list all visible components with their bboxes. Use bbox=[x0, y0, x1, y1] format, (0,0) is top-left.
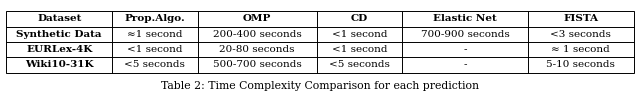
Bar bbox=[6, 11, 634, 73]
Text: <5 seconds: <5 seconds bbox=[329, 60, 390, 69]
Text: ≈1 second: ≈1 second bbox=[127, 30, 182, 39]
Text: 500-700 seconds: 500-700 seconds bbox=[212, 60, 301, 69]
Text: 5-10 seconds: 5-10 seconds bbox=[547, 60, 615, 69]
Text: <5 seconds: <5 seconds bbox=[124, 60, 185, 69]
Text: 700-900 seconds: 700-900 seconds bbox=[420, 30, 509, 39]
Text: CD: CD bbox=[351, 14, 368, 23]
Text: 200-400 seconds: 200-400 seconds bbox=[212, 30, 301, 39]
Text: Prop.Algo.: Prop.Algo. bbox=[124, 14, 185, 23]
Text: EURLex-4K: EURLex-4K bbox=[26, 45, 92, 54]
Text: ≈ 1 second: ≈ 1 second bbox=[552, 45, 610, 54]
Text: Dataset: Dataset bbox=[37, 14, 81, 23]
Text: Wiki10-31K: Wiki10-31K bbox=[25, 60, 93, 69]
Text: <1 second: <1 second bbox=[127, 45, 182, 54]
Text: 20-80 seconds: 20-80 seconds bbox=[220, 45, 295, 54]
Text: Table 2: Time Complexity Comparison for each prediction: Table 2: Time Complexity Comparison for … bbox=[161, 81, 479, 92]
Text: -: - bbox=[463, 45, 467, 54]
Text: -: - bbox=[463, 60, 467, 69]
Text: <1 second: <1 second bbox=[332, 45, 387, 54]
Text: Elastic Net: Elastic Net bbox=[433, 14, 497, 23]
Text: <3 seconds: <3 seconds bbox=[550, 30, 611, 39]
Text: Synthetic Data: Synthetic Data bbox=[17, 30, 102, 39]
Text: <1 second: <1 second bbox=[332, 30, 387, 39]
Text: OMP: OMP bbox=[243, 14, 271, 23]
Text: FISTA: FISTA bbox=[563, 14, 598, 23]
